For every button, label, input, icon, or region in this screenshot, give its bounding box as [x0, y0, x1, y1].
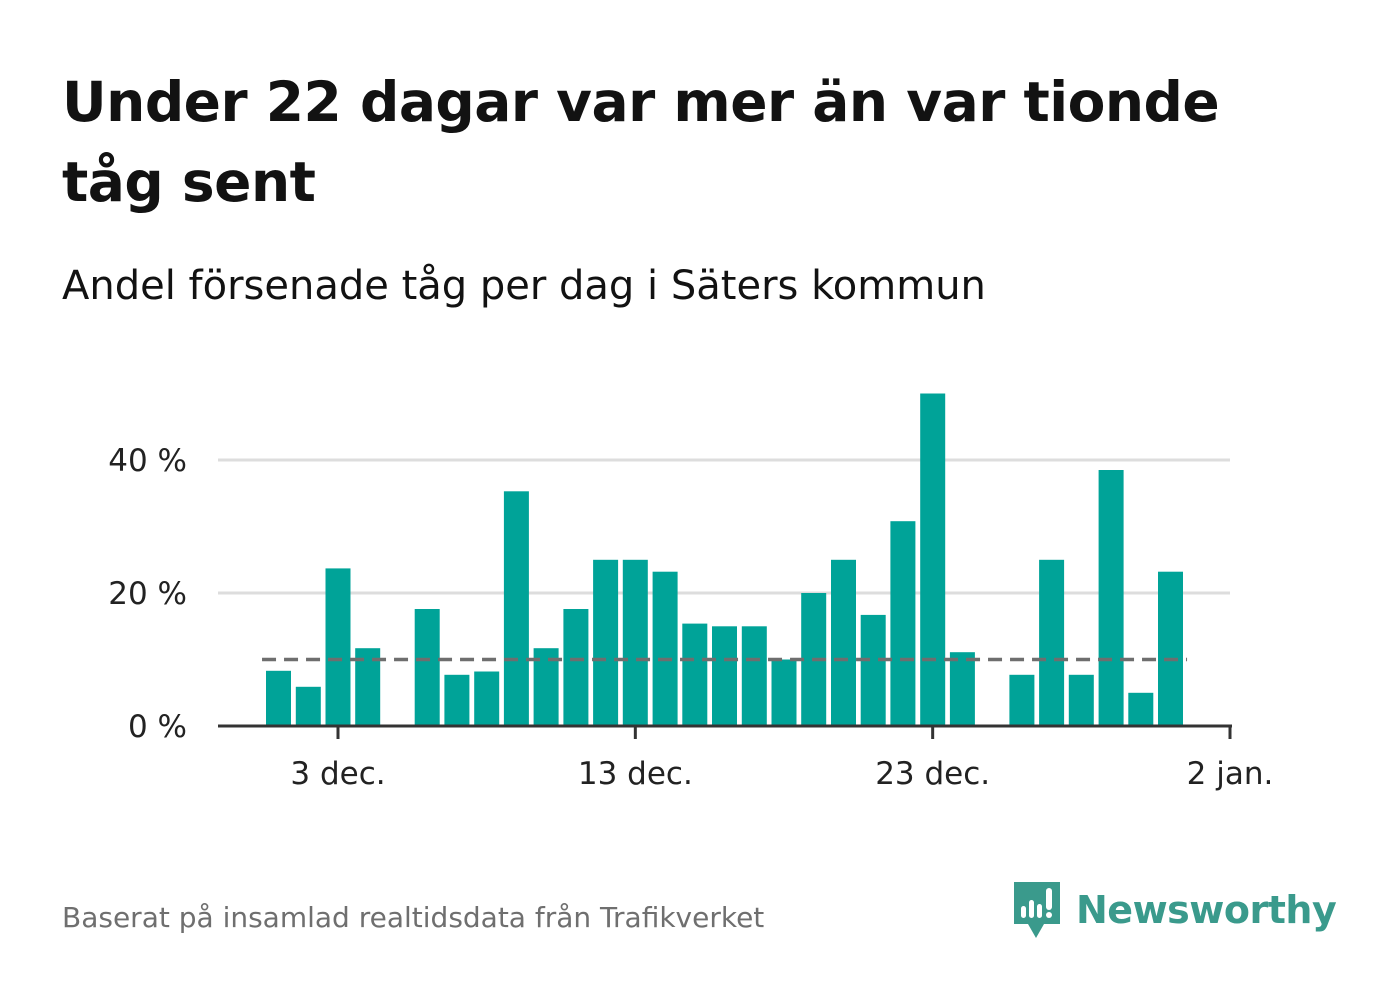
x-tick-label: 3 dec. [290, 756, 385, 792]
bar [444, 674, 470, 726]
bar [831, 559, 856, 727]
bar [563, 609, 589, 726]
bar [1009, 674, 1035, 726]
bar [1068, 674, 1094, 726]
bar [503, 491, 529, 726]
y-tick-label: 0 % [128, 709, 187, 745]
newsworthy-logo-icon [1014, 882, 1060, 938]
bar [1098, 470, 1124, 726]
bar [741, 626, 767, 727]
source-note: Baserat på insamlad realtidsdata från Tr… [62, 901, 765, 934]
chart-subtitle: Andel försenade tåg per dag i Säters kom… [62, 263, 986, 309]
bar [949, 652, 975, 726]
bar [682, 623, 708, 726]
bar [266, 670, 291, 726]
x-tick-label: 23 dec. [875, 756, 990, 792]
bar [920, 393, 946, 726]
bar [622, 559, 648, 727]
brand[interactable]: Newsworthy [1012, 878, 1337, 942]
x-axis: 3 dec. 13 dec. 23 dec. 2 jan. [218, 724, 1274, 792]
bar [1039, 559, 1065, 727]
y-axis-labels: 0 % 20 % 40 % [108, 443, 187, 745]
bar [890, 521, 916, 726]
y-tick-label: 20 % [108, 576, 187, 612]
bar [1158, 571, 1183, 726]
bar [712, 626, 737, 727]
bar [593, 559, 619, 727]
chart-title: Under 22 dagar var mer än var tionde tåg… [62, 70, 1220, 214]
bar [414, 609, 440, 726]
bar [295, 686, 321, 726]
bar [1128, 692, 1154, 727]
bars [266, 393, 1183, 727]
y-grid [218, 458, 1230, 595]
brand-name: Newsworthy [1076, 888, 1337, 932]
y-tick-label: 40 % [108, 443, 187, 479]
bar [325, 568, 351, 726]
bar [771, 659, 797, 726]
bar [652, 571, 678, 726]
bar [474, 671, 500, 726]
x-tick-label: 2 jan. [1187, 756, 1274, 792]
bar [860, 614, 886, 726]
x-tick-label: 13 dec. [578, 756, 693, 792]
